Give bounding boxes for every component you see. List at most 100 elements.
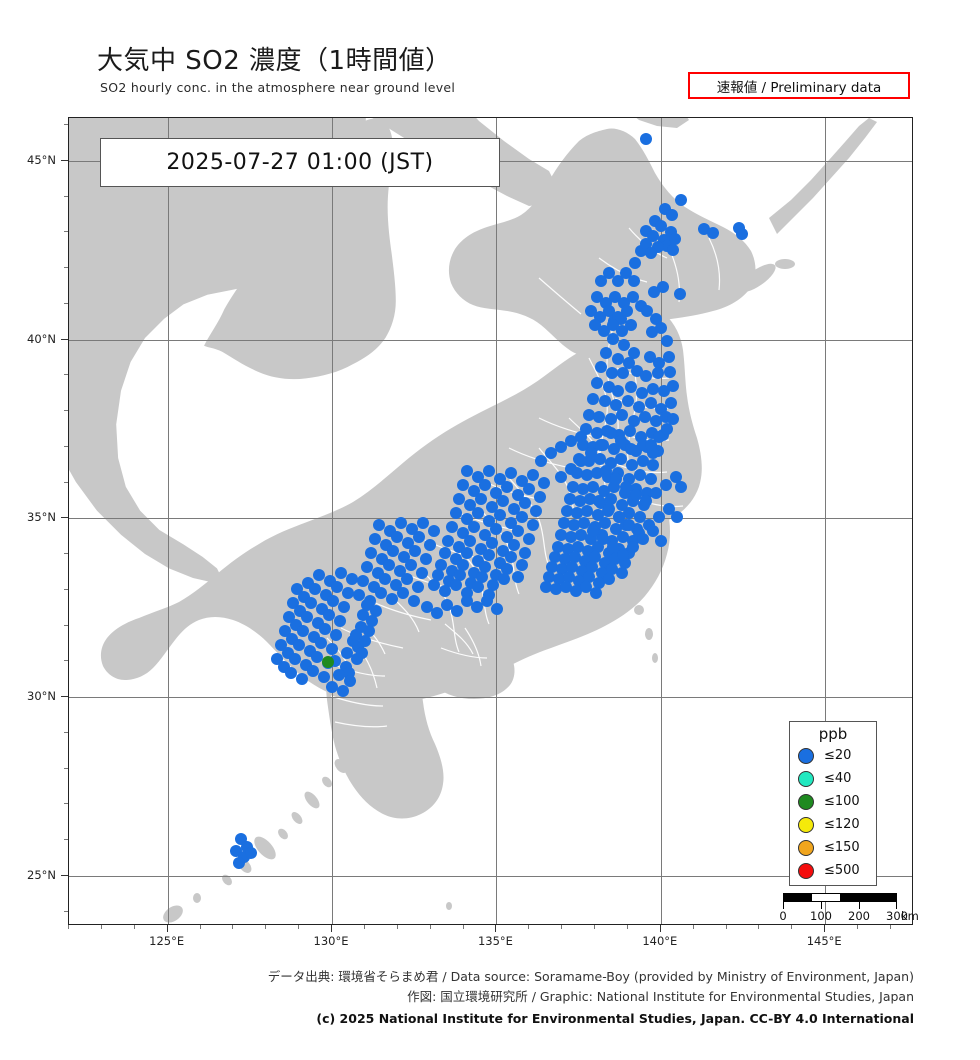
station-point	[472, 507, 484, 519]
station-point	[567, 481, 579, 493]
station-point	[441, 599, 453, 611]
station-point	[565, 463, 577, 475]
station-point	[606, 367, 618, 379]
station-point	[307, 665, 319, 677]
station-point	[591, 377, 603, 389]
y-tick-minor	[64, 481, 68, 483]
station-point	[661, 335, 673, 347]
station-point	[675, 481, 687, 493]
legend-row[interactable]: ≤100	[790, 790, 876, 813]
footer-graphic-credit: 作図: 国立環境研究所 / Graphic: National Institut…	[407, 989, 914, 1004]
station-point	[566, 561, 578, 573]
station-point	[595, 439, 607, 451]
station-point	[424, 539, 436, 551]
station-point	[401, 573, 413, 585]
y-axis-label: 35°N	[27, 510, 56, 525]
legend-row[interactable]: ≤150	[790, 836, 876, 859]
station-point	[653, 511, 665, 523]
station-point	[327, 595, 339, 607]
station-point	[655, 322, 667, 334]
station-point	[661, 423, 673, 435]
station-point	[457, 479, 469, 491]
station-point	[549, 551, 561, 563]
station-point	[586, 561, 598, 573]
station-point	[546, 561, 558, 573]
station-point	[428, 579, 440, 591]
y-tick-minor	[64, 267, 68, 269]
station-point	[543, 571, 555, 583]
station-point	[593, 577, 605, 589]
station-point	[628, 347, 640, 359]
station-point	[615, 453, 627, 465]
station-point	[575, 455, 587, 467]
station-point	[636, 387, 648, 399]
station-point	[446, 521, 458, 533]
station-point	[523, 533, 535, 545]
station-point	[439, 547, 451, 559]
y-tick-minor	[64, 588, 68, 590]
map-plot-area[interactable]	[68, 117, 913, 925]
station-point	[497, 495, 509, 507]
station-point	[625, 319, 637, 331]
x-tick-minor	[396, 925, 398, 929]
station-point	[397, 587, 409, 599]
station-point	[311, 651, 323, 663]
gridline-longitude	[167, 118, 169, 924]
x-tick-major	[166, 925, 168, 932]
island-izu-3	[652, 653, 658, 663]
station-point	[505, 467, 517, 479]
station-point	[435, 559, 447, 571]
station-point	[335, 567, 347, 579]
station-point	[501, 481, 513, 493]
station-point	[540, 581, 552, 593]
station-point	[655, 535, 667, 547]
station-point	[664, 366, 676, 378]
station-point	[494, 509, 506, 521]
legend-label: ≤150	[824, 840, 860, 855]
station-point	[581, 505, 593, 517]
legend-row[interactable]: ≤20	[790, 744, 876, 767]
station-point	[508, 539, 520, 551]
station-point	[387, 545, 399, 557]
station-point	[640, 133, 652, 145]
station-point	[305, 597, 317, 609]
station-point	[591, 427, 603, 439]
station-point	[359, 635, 371, 647]
station-point	[527, 469, 539, 481]
station-point	[595, 275, 607, 287]
station-point	[405, 559, 417, 571]
legend-row[interactable]: ≤120	[790, 813, 876, 836]
legend-row[interactable]: ≤500	[790, 859, 876, 882]
station-point	[512, 571, 524, 583]
station-point	[645, 397, 657, 409]
station-point	[587, 393, 599, 405]
station-point	[337, 685, 349, 697]
station-point	[442, 535, 454, 547]
station-point	[667, 244, 679, 256]
station-point	[657, 281, 669, 293]
station-point	[572, 541, 584, 553]
station-point	[587, 481, 599, 493]
station-point	[461, 595, 473, 607]
station-point	[454, 569, 466, 581]
legend-row[interactable]: ≤40	[790, 767, 876, 790]
station-point	[487, 579, 499, 591]
station-point	[296, 673, 308, 685]
station-point	[613, 511, 625, 523]
station-point	[293, 639, 305, 651]
scale-bar-label: 100	[810, 909, 832, 923]
station-point	[616, 409, 628, 421]
station-point	[607, 541, 619, 553]
station-point	[593, 495, 605, 507]
station-point	[645, 247, 657, 259]
gridline-longitude	[496, 118, 498, 924]
station-point	[617, 367, 629, 379]
station-point	[633, 401, 645, 413]
legend-color-swatch	[798, 816, 814, 833]
y-axis-label: 45°N	[27, 152, 56, 167]
station-point	[625, 381, 637, 393]
station-point	[346, 573, 358, 585]
y-tick-minor	[64, 553, 68, 555]
legend-color-swatch	[798, 839, 814, 856]
station-point	[637, 455, 649, 467]
